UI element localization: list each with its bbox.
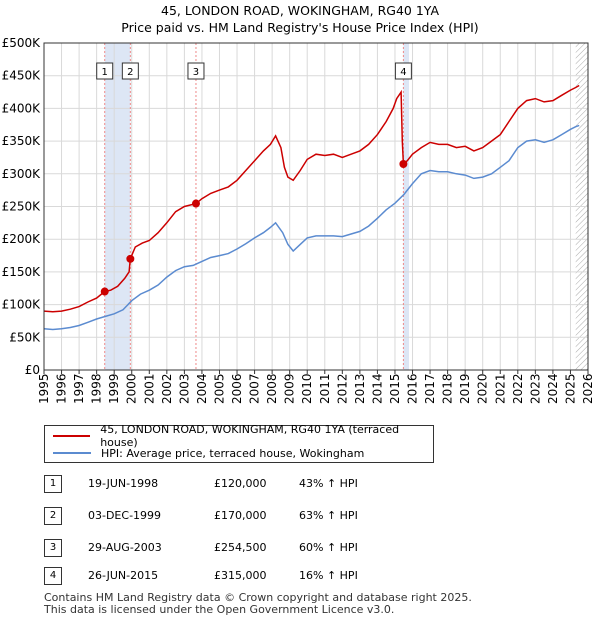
legend-label-property: 45, LONDON ROAD, WOKINGHAM, RG40 1YA (te… [100, 423, 400, 449]
footer-copyright: Contains HM Land Registry data © Crown c… [44, 591, 472, 604]
transaction-change: 16% ↑ HPI [299, 569, 358, 582]
y-tick-label: £50K [9, 330, 41, 344]
transaction-row: 3 29-AUG-2003 £254,500 60% ↑ HPI [44, 539, 444, 557]
footer-license: This data is licensed under the Open Gov… [44, 603, 395, 616]
y-tick-label: £450K [2, 69, 42, 83]
hpi-line [43, 124, 580, 331]
transaction-change: 63% ↑ HPI [299, 509, 358, 522]
x-tick-label: 2006 [230, 373, 244, 404]
x-tick-label: 2004 [195, 373, 209, 404]
transaction-row: 2 03-DEC-1999 £170,000 63% ↑ HPI [44, 507, 444, 525]
y-tick-label: £250K [2, 200, 42, 214]
transaction-date: 26-JUN-2015 [88, 569, 159, 582]
transaction-number: 4 [44, 567, 62, 585]
x-tick-label: 1997 [72, 373, 86, 404]
transaction-price: £254,500 [214, 541, 267, 554]
x-tick-label: 2011 [318, 373, 332, 404]
chart-subtitle: Price paid vs. HM Land Registry's House … [121, 20, 479, 35]
y-tick-label: £500K [2, 36, 42, 50]
x-tick-label: 2022 [511, 373, 525, 404]
x-tick-label: 2020 [476, 373, 490, 404]
x-tick-label: 2018 [441, 373, 455, 404]
x-tick-label: 2026 [581, 373, 595, 404]
x-tick-label: 2013 [353, 373, 367, 404]
x-tick-label: 1996 [55, 373, 69, 404]
transaction-price: £120,000 [214, 477, 267, 490]
transaction-change: 60% ↑ HPI [299, 541, 358, 554]
legend-swatch-property [53, 435, 91, 437]
x-tick-label: 2024 [546, 373, 560, 404]
sale-label-box [121, 62, 139, 80]
chart-title: 45, LONDON ROAD, WOKINGHAM, RG40 1YA [161, 3, 439, 18]
transaction-change: 43% ↑ HPI [299, 477, 358, 490]
y-tick-label: £200K [2, 232, 42, 246]
sale-label: 4 [400, 67, 406, 78]
x-tick-label: 2003 [177, 373, 191, 404]
x-tick-label: 2001 [142, 373, 156, 404]
sale-label: 3 [193, 67, 199, 78]
transaction-number: 3 [44, 539, 62, 557]
sale-label-box [187, 62, 205, 80]
legend: 45, LONDON ROAD, WOKINGHAM, RG40 1YA (te… [44, 423, 434, 463]
sale-point [399, 159, 408, 168]
x-tick-label: 2025 [563, 373, 577, 404]
legend-item-property: 45, LONDON ROAD, WOKINGHAM, RG40 1YA (te… [53, 423, 433, 449]
x-tick-label: 2002 [160, 373, 174, 404]
x-tick-label: 2019 [458, 373, 472, 404]
legend-item-hpi: HPI: Average price, terraced house, Woki… [53, 445, 364, 461]
x-tick-label: 2017 [423, 373, 437, 404]
x-tick-label: 1995 [37, 373, 51, 404]
x-tick-label: 2009 [283, 373, 297, 404]
transaction-price: £315,000 [214, 569, 267, 582]
y-tick-label: £350K [2, 134, 42, 148]
x-tick-label: 1998 [90, 373, 104, 404]
x-tick-label: 2012 [335, 373, 349, 404]
x-tick-label: 2021 [493, 373, 507, 404]
sale-label-box [96, 62, 114, 80]
x-tick-label: 2007 [248, 373, 262, 404]
transaction-date: 03-DEC-1999 [88, 509, 162, 522]
y-tick-label: £0 [25, 363, 40, 377]
transaction-number: 1 [44, 475, 62, 493]
sale-point [100, 287, 109, 296]
x-tick-label: 2016 [406, 373, 420, 404]
x-tick-label: 1999 [107, 373, 121, 404]
transaction-date: 29-AUG-2003 [88, 541, 162, 554]
legend-label-hpi: HPI: Average price, terraced house, Woki… [101, 446, 365, 460]
y-tick-label: £150K [2, 265, 42, 279]
transaction-number: 2 [44, 507, 62, 525]
x-tick-label: 2023 [528, 373, 542, 404]
sale-label-box [394, 62, 412, 80]
x-tick-label: 2014 [370, 373, 384, 404]
price-chart: 1 2 3 4 £0 £50K £100K £150K £200K £250K £300K £350… [2, 36, 595, 404]
transaction-price: £170,000 [214, 509, 267, 522]
y-tick-label: £100K [2, 298, 42, 312]
transaction-date: 19-JUN-1998 [88, 477, 159, 490]
sale-label: 2 [127, 67, 133, 78]
x-tick-label: 2005 [212, 373, 226, 404]
transaction-row: 4 26-JUN-2015 £315,000 16% ↑ HPI [44, 567, 444, 585]
x-tick-label: 2008 [265, 373, 279, 404]
y-tick-label: £300K [2, 167, 42, 181]
transaction-row: 1 19-JUN-1998 £120,000 43% ↑ HPI [44, 475, 444, 493]
x-tick-label: 2010 [300, 373, 314, 404]
plot-frame [43, 42, 589, 371]
x-tick-label: 2000 [125, 373, 139, 404]
sale-point [126, 254, 135, 263]
x-tick-label: 2015 [388, 373, 402, 404]
sale-label: 1 [102, 67, 108, 78]
legend-swatch-hpi [53, 452, 91, 454]
sale-point [191, 199, 200, 208]
y-tick-label: £400K [2, 101, 42, 115]
